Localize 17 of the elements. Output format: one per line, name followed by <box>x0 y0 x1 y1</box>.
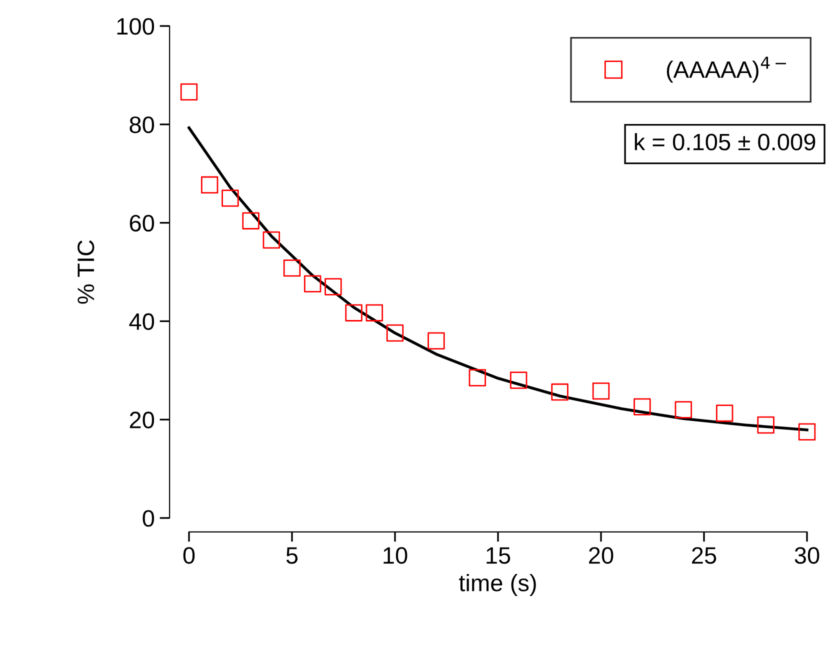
y-tick-label: 20 <box>130 412 154 428</box>
y-tick-label: 0 <box>142 510 154 527</box>
x-tick-label: 15 <box>486 547 510 564</box>
y-axis-title: % TIC <box>78 240 94 304</box>
y-tick-label: 100 <box>117 18 154 35</box>
y-tick-label: 60 <box>130 214 154 232</box>
x-tick-label: 5 <box>286 547 298 564</box>
x-axis-title: time (s) <box>459 574 536 596</box>
x-tick-label: 30 <box>794 547 820 564</box>
x-tick-label: 20 <box>589 547 614 564</box>
annotation: k = 0.105 ± 0.009 <box>634 133 816 150</box>
y-tick-label: 80 <box>130 116 154 134</box>
x-tick-label: 25 <box>692 547 716 564</box>
x-tick-label: 10 <box>384 547 408 564</box>
x-tick-label: 0 <box>183 547 195 564</box>
legend-label: (AAAAA)$^{4−}$ <box>666 56 786 83</box>
y-tick-label: 40 <box>129 313 154 330</box>
